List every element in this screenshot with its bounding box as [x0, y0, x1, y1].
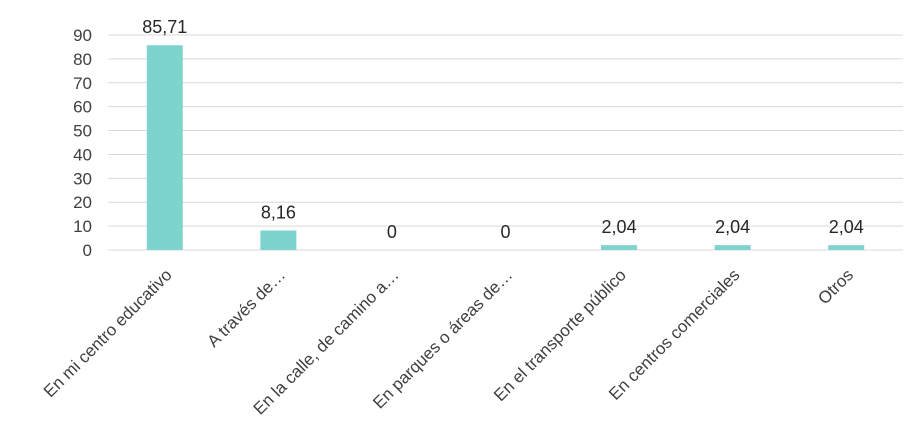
- bar: [714, 245, 751, 250]
- data-label: 2,04: [829, 217, 864, 237]
- x-category-label: En centros comerciales: [605, 265, 743, 403]
- y-tick-label: 30: [73, 169, 92, 188]
- gridlines: [108, 34, 903, 251]
- y-tick-label: 20: [73, 193, 92, 212]
- data-label: 85,71: [142, 17, 187, 37]
- x-category-label: Otros: [814, 265, 857, 308]
- data-label: 0: [387, 222, 397, 242]
- data-label: 0: [500, 222, 510, 242]
- bar: [260, 230, 297, 250]
- x-category-label: En mi centro educativo: [40, 265, 176, 401]
- y-tick-label: 0: [83, 241, 92, 260]
- bar: [146, 45, 183, 250]
- data-label: 2,04: [715, 217, 750, 237]
- y-tick-label: 50: [73, 122, 92, 141]
- data-label: 2,04: [602, 217, 637, 237]
- bar: [828, 245, 865, 250]
- x-axis-category-labels: En mi centro educativo A través de…En la …: [40, 265, 857, 418]
- x-category-label: En el transporte público: [490, 265, 630, 405]
- bars: [146, 45, 865, 250]
- data-label: 8,16: [261, 203, 296, 223]
- y-tick-label: 90: [73, 26, 92, 45]
- x-category-label: A través de…: [204, 265, 290, 351]
- y-tick-label: 10: [73, 217, 92, 236]
- y-tick-label: 80: [73, 50, 92, 69]
- y-tick-label: 60: [73, 98, 92, 117]
- y-tick-label: 40: [73, 145, 92, 164]
- bar: [601, 245, 638, 250]
- y-axis-tick-labels: 0 10 20 30 40 50 60 70 80 90: [73, 26, 92, 260]
- data-labels: 85,71 8,16 0 0 2,04 2,04 2,04: [142, 17, 863, 242]
- y-tick-label: 70: [73, 74, 92, 93]
